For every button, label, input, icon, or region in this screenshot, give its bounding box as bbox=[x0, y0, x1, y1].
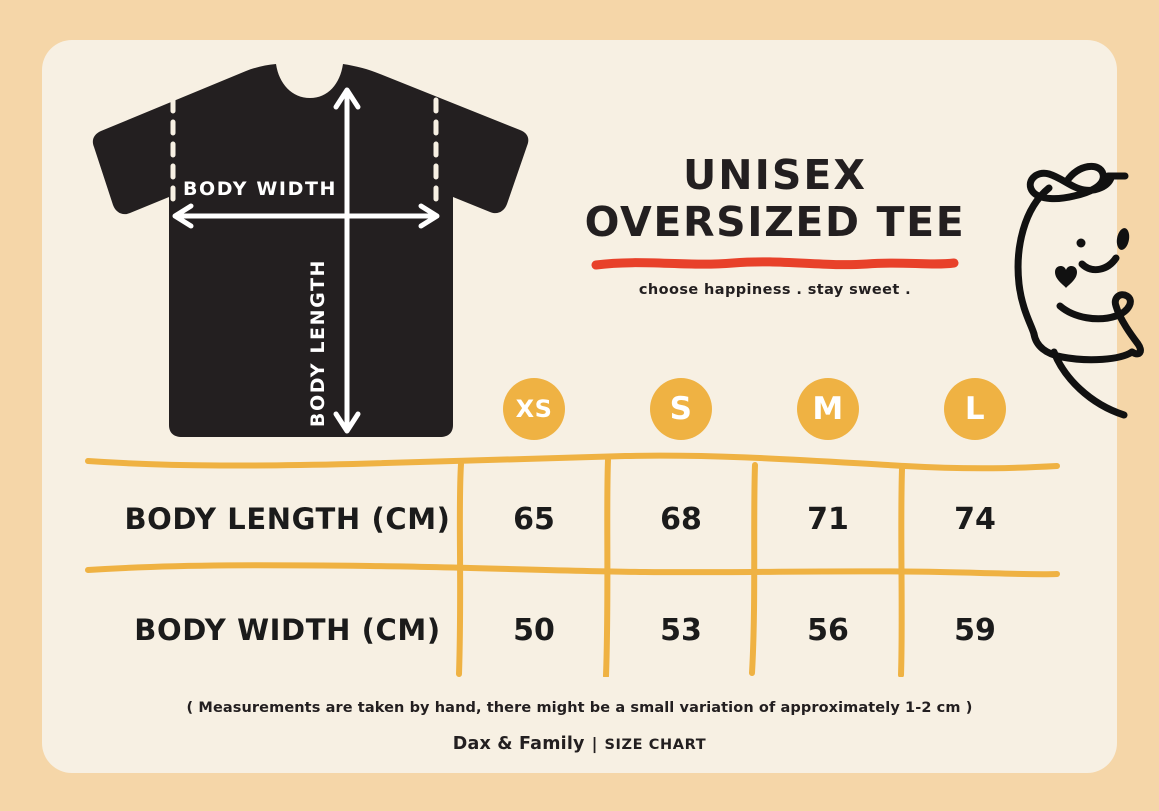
cell-body-width-m: 56 bbox=[807, 613, 849, 648]
brand-separator: | bbox=[591, 734, 598, 753]
body-length-arrowhead-bottom bbox=[333, 411, 361, 434]
brand-subtitle: SIZE CHART bbox=[604, 737, 707, 753]
title-underline bbox=[560, 255, 990, 271]
measurement-note: ( Measurements are taken by hand, there … bbox=[186, 700, 973, 716]
body-width-label: BODY WIDTH bbox=[183, 178, 337, 200]
page-title-line-2: OVERSIZED TEE bbox=[584, 197, 966, 246]
divider-1 bbox=[456, 461, 464, 677]
rule-middle bbox=[85, 562, 1060, 578]
size-badge-m: M bbox=[797, 378, 859, 440]
cell-body-width-l: 59 bbox=[954, 613, 996, 648]
size-badge-l: L bbox=[944, 378, 1006, 440]
body-width-arrowhead-left bbox=[172, 203, 194, 229]
size-badge-s: S bbox=[650, 378, 712, 440]
cell-body-length-s: 68 bbox=[660, 502, 702, 537]
body-width-arrowhead-right bbox=[418, 203, 440, 229]
body-length-label: BODY LENGTH bbox=[307, 259, 329, 427]
cell-body-length-l: 74 bbox=[954, 502, 996, 537]
cell-body-length-xs: 65 bbox=[513, 502, 555, 537]
row-label-body-width: BODY WIDTH (CM) bbox=[134, 613, 441, 647]
title-block: UNISEX OVERSIZED TEE choose happiness . … bbox=[560, 151, 990, 299]
brand-name: Dax & Family bbox=[452, 734, 585, 754]
page-title-line-1: UNISEX bbox=[682, 151, 867, 199]
row-label-body-length: BODY LENGTH (CM) bbox=[124, 502, 451, 536]
size-table: BODY LENGTH (CM) 65 68 71 74 BODY WIDTH … bbox=[85, 452, 1060, 677]
body-length-arrowhead-top bbox=[333, 87, 361, 110]
cell-body-width-s: 53 bbox=[660, 613, 702, 648]
tshirt-silhouette bbox=[92, 64, 529, 437]
tagline: choose happiness . stay sweet . bbox=[638, 282, 912, 299]
cell-body-width-xs: 50 bbox=[513, 613, 555, 648]
tshirt-diagram: BODY WIDTH BODY LENGTH bbox=[70, 58, 550, 463]
divider-3 bbox=[749, 462, 758, 676]
table-gridlines bbox=[85, 452, 1060, 677]
cell-body-length-m: 71 bbox=[807, 502, 849, 537]
eye-right-icon bbox=[1116, 228, 1130, 250]
brand-footer: Dax & Family | SIZE CHART bbox=[0, 734, 1159, 754]
divider-4 bbox=[898, 466, 905, 677]
divider-2 bbox=[603, 457, 611, 677]
rule-top bbox=[85, 452, 1060, 472]
size-badge-xs: XS bbox=[503, 378, 565, 440]
